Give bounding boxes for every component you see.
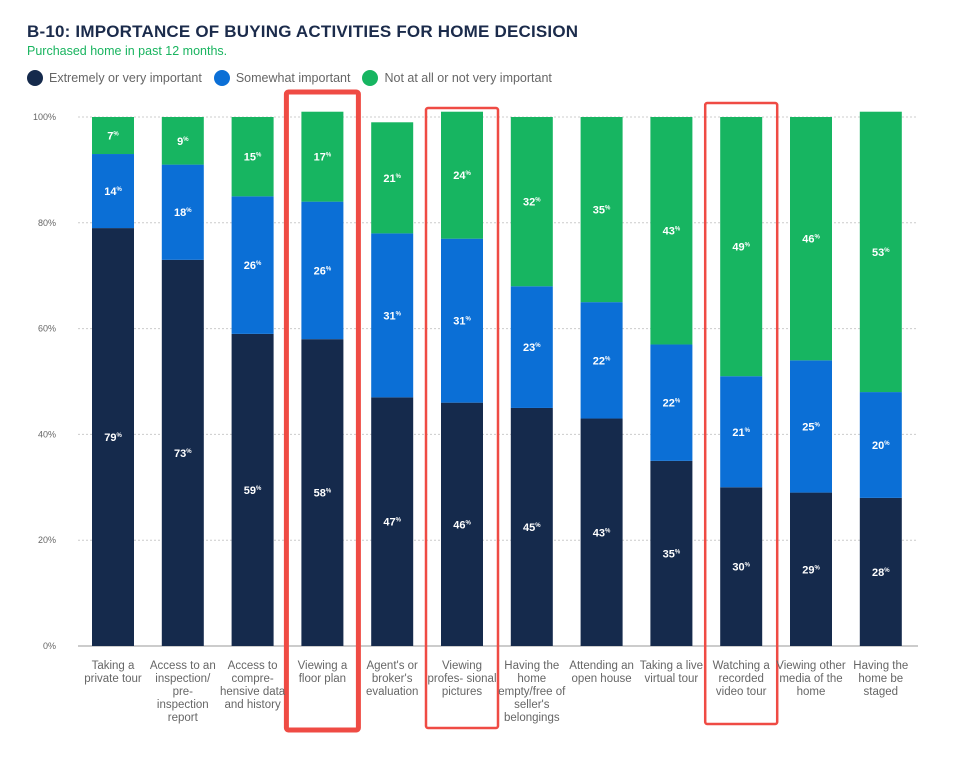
bar-segment <box>720 117 763 377</box>
bar-segment <box>580 418 623 646</box>
highlight-box <box>424 106 500 730</box>
legend-swatch <box>27 70 43 86</box>
bar-segment <box>371 122 414 234</box>
bar-segment <box>510 117 553 287</box>
chart-title: B-10: IMPORTANCE OF BUYING ACTIVITIES FO… <box>27 22 579 41</box>
bar-segment <box>301 111 344 202</box>
highlight-box <box>703 101 779 726</box>
y-tick-label: 100% <box>33 112 56 122</box>
x-tick-label: Agent's or broker's evaluation <box>365 660 419 698</box>
bar-segment <box>790 117 832 361</box>
bar-segment <box>231 196 274 334</box>
legend-swatch <box>213 70 230 86</box>
legend-item-somewhat-important: Somewhat important <box>213 70 351 86</box>
bar-segment <box>92 117 134 155</box>
x-tick-label: Attending an open house <box>569 660 634 685</box>
x-tick-label: Access to compre- hensive data and histo… <box>219 660 286 711</box>
bar-segment <box>371 397 414 646</box>
x-tick-label: Viewing profes- sional pictures <box>427 660 497 698</box>
x-tick-label: Taking a live virtual tour <box>639 660 704 685</box>
highlight-box <box>283 89 361 733</box>
bar-segment <box>859 392 902 498</box>
x-tick-label: Viewing other media of the home <box>776 660 846 698</box>
x-tick-label: Having the home empty/free of seller's b… <box>498 660 566 724</box>
bar-segment <box>371 233 414 398</box>
bar-segment <box>510 407 553 646</box>
bar-segment <box>510 286 553 408</box>
bar-segment <box>790 360 832 493</box>
bar-segment <box>859 497 902 646</box>
legend-item-not-important: Not at all or not very important <box>362 70 552 86</box>
bar-segment <box>441 238 483 403</box>
legend-item-extremely-important: Extremely or very important <box>27 70 202 86</box>
x-tick-label: Taking a private tour <box>84 660 142 685</box>
bar-segment <box>92 228 134 646</box>
bar-segment <box>720 376 763 488</box>
bar-segment <box>231 117 274 197</box>
legend-label: Somewhat important <box>235 71 351 85</box>
bar-segment <box>580 117 623 303</box>
y-tick-label: 60% <box>38 324 56 334</box>
bar-segment <box>441 111 483 239</box>
legend: Extremely or very important Somewhat imp… <box>27 70 564 86</box>
chart-subtitle: Purchased home in past 12 months. <box>27 44 228 58</box>
bar-segment <box>650 344 693 461</box>
y-tick-label: 80% <box>38 218 56 228</box>
y-tick-label: 40% <box>38 429 56 439</box>
bar-segment <box>161 117 204 165</box>
legend-label: Not at all or not very important <box>384 71 552 85</box>
bar-segment <box>301 201 344 340</box>
x-tick-label: Access to an inspection/ pre-inspection … <box>149 660 216 724</box>
bar-segment <box>301 339 344 646</box>
bar-segment <box>161 259 204 646</box>
bar-segment <box>161 164 204 260</box>
legend-swatch <box>362 70 379 86</box>
x-tick-label: Viewing a floor plan <box>297 660 348 685</box>
y-tick-label: 0% <box>43 641 56 651</box>
bar-segment <box>650 460 693 646</box>
x-tick-label: Having the home be staged <box>853 660 909 698</box>
bar-segment <box>92 154 134 229</box>
bar-segment <box>859 111 902 393</box>
y-tick-label: 20% <box>38 535 56 545</box>
bar-segment <box>441 402 483 646</box>
bar-segment <box>580 302 623 419</box>
x-tick-label: Watching a recorded video tour <box>712 660 770 698</box>
bar-segment <box>790 492 832 646</box>
bar-segment <box>720 487 763 646</box>
legend-label: Extremely or very important <box>49 71 202 85</box>
bar-segment <box>650 117 693 345</box>
bar-segment <box>231 333 274 646</box>
